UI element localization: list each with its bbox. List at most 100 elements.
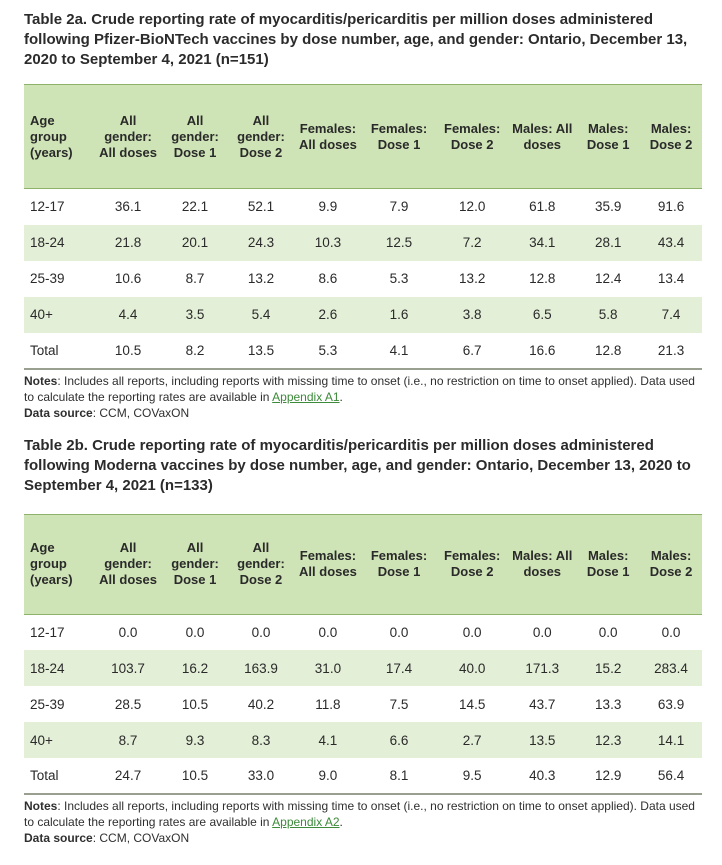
- table-cell: 17.4: [361, 650, 437, 686]
- table-cell: 0.0: [389, 624, 409, 640]
- table-cell: 10.5: [162, 758, 228, 795]
- table-cell: 52.1: [247, 199, 275, 215]
- table-cell: 7.5: [389, 696, 409, 712]
- source-text: : CCM, COVax: [92, 405, 172, 420]
- table-2a-notes: Notes: Includes all reports, including r…: [24, 370, 702, 436]
- header-cell: All gender: All doses: [94, 84, 163, 189]
- table-cell: 10.5: [181, 696, 209, 712]
- appendix-a2-link[interactable]: Appendix A2: [272, 815, 340, 829]
- header-cell: Females: Dose 1: [361, 84, 437, 189]
- table-cell: 3.5: [162, 296, 228, 333]
- table-cell: 103.7: [94, 650, 163, 686]
- table-cell: 0.0: [318, 624, 338, 640]
- header-cell: Males: Dose 1: [576, 84, 641, 189]
- header-cell: All gender: Dose 1: [162, 84, 228, 189]
- table-cell: 40.3: [508, 758, 577, 795]
- table-cell: 1.6: [361, 296, 437, 333]
- table-cell: 21.8: [94, 224, 163, 261]
- table-cell: Total: [24, 332, 95, 370]
- table-row: 40+ 4.4 3.5 5.4 2.6 1.6 3.8 6.5 5.8 7.4: [24, 296, 702, 333]
- source-line: Data source: CCM, COVaxON: [24, 405, 702, 421]
- table-cell: 14.1: [640, 722, 702, 758]
- table-cell: 35.9: [595, 199, 622, 215]
- table-cell: 9.5: [436, 758, 509, 795]
- notes-text: : Includes all reports, including report…: [24, 799, 695, 829]
- table-cell: Total: [24, 758, 95, 795]
- table-cell: 34.1: [508, 224, 577, 261]
- source-label: Data source: [24, 405, 93, 420]
- notes-label: Notes: [24, 373, 58, 388]
- table-cell: 12-17: [30, 199, 65, 215]
- table-2b: Age group (years) All gender: All doses …: [24, 513, 702, 795]
- table-cell: 13.2: [459, 271, 486, 286]
- table-2b-notes: Notes: Includes all reports, including r…: [24, 795, 702, 846]
- header-cell: Males: All doses: [508, 84, 577, 189]
- table-cell: 6.6: [361, 722, 437, 758]
- table-cell: 5.3: [293, 332, 362, 370]
- header-cell: Males: All doses: [508, 513, 577, 615]
- table-row: 25-39 10.6 8.7 13.2 8.6 5.3 13.2 12.8 12…: [24, 261, 702, 297]
- table-row-total: Total 10.5 8.2 13.5 5.3 4.1 6.7 16.6 12.…: [24, 332, 702, 370]
- header-cell: All gender: Dose 2: [228, 84, 294, 189]
- header-cell: Age group (years): [24, 513, 95, 615]
- table-cell: 15.2: [576, 650, 641, 686]
- table-row: 12-17 36.1 22.1 52.1 9.9 7.9 12.0 61.8 3…: [24, 189, 702, 225]
- header-cell: All gender: All doses: [94, 513, 163, 615]
- table-cell: 4.4: [94, 296, 163, 333]
- table-cell: 56.4: [640, 758, 702, 795]
- table-cell: 12.3: [576, 722, 641, 758]
- table-cell: 12.9: [576, 758, 641, 795]
- table-cell: 6.7: [436, 332, 509, 370]
- table-cell: 40.2: [247, 696, 275, 712]
- header-cell: Females: All doses: [293, 513, 362, 615]
- table-cell: 28.1: [576, 224, 641, 261]
- table-cell: 283.4: [640, 650, 702, 686]
- table-cell: 28.5: [114, 696, 142, 712]
- table-row: 25-39 28.5 10.5 40.2 11.8 7.5 14.5 43.7 …: [24, 686, 702, 722]
- table-cell: 5.3: [389, 271, 409, 286]
- table-cell: 43.7: [529, 696, 556, 712]
- table-cell: 7.9: [389, 199, 409, 215]
- table-cell: 0.0: [185, 624, 205, 640]
- table-cell: 18-24: [24, 650, 95, 686]
- table-cell: 12.8: [576, 332, 641, 370]
- table-cell: 40+: [24, 722, 95, 758]
- table-row: 18-24 21.8 20.1 24.3 10.3 12.5 7.2 34.1 …: [24, 224, 702, 261]
- header-cell: Females: All doses: [293, 84, 362, 189]
- table-cell: 20.1: [162, 224, 228, 261]
- table-cell: 13.5: [508, 722, 577, 758]
- table-cell: 25-39: [30, 696, 65, 712]
- source-line: Data source: CCM, COVaxON: [24, 830, 702, 846]
- table-cell: 24.3: [228, 224, 294, 261]
- table-cell: 0.0: [532, 624, 552, 640]
- table-2a: Age group (years) All gender: All doses …: [24, 84, 702, 370]
- header-cell: Age group (years): [24, 84, 95, 189]
- table-cell: 12.4: [595, 271, 622, 286]
- notes-text: : Includes all reports, including report…: [24, 373, 695, 404]
- table-header-row: Age group (years) All gender: All doses …: [24, 513, 702, 615]
- notes-line: Notes: Includes all reports, including r…: [24, 373, 702, 405]
- table-cell: 0.0: [462, 624, 482, 640]
- source-label: Data source: [24, 831, 93, 845]
- table-cell: 13.5: [228, 332, 294, 370]
- table-cell: 13.3: [595, 696, 622, 712]
- header-cell: Females: Dose 2: [436, 84, 509, 189]
- source-suffix: ON: [171, 405, 190, 420]
- table-row: 18-24 103.7 16.2 163.9 31.0 17.4 40.0 17…: [24, 650, 702, 686]
- table-cell: 8.7: [185, 271, 205, 286]
- table-cell: 25-39: [30, 271, 65, 286]
- table-cell: 5.8: [576, 296, 641, 333]
- appendix-a1-link[interactable]: Appendix A1: [272, 389, 340, 404]
- table-cell: 36.1: [114, 199, 142, 215]
- table-cell: 33.0: [228, 758, 294, 795]
- header-cell: Females: Dose 2: [436, 513, 509, 615]
- table-cell: 43.4: [640, 224, 702, 261]
- notes-line: Notes: Includes all reports, including r…: [24, 798, 702, 830]
- table-cell: 9.9: [318, 199, 338, 215]
- table-cell: 61.8: [529, 199, 556, 215]
- header-cell: Males: Dose 2: [640, 84, 702, 189]
- table-cell: 8.3: [228, 722, 294, 758]
- table-cell: 7.4: [640, 296, 702, 333]
- table-cell: 2.7: [436, 722, 509, 758]
